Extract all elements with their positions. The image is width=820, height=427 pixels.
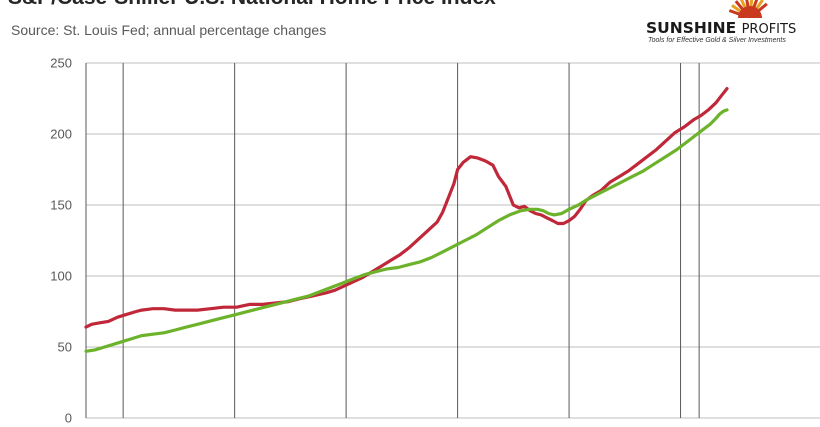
y-tick-label: 100 bbox=[50, 269, 72, 284]
series-line-1 bbox=[84, 87, 729, 329]
sun-disc bbox=[738, 6, 762, 18]
y-tick-label: 50 bbox=[58, 340, 72, 355]
sun-rays-icon bbox=[728, 0, 768, 18]
logo-name-bold: SUNSHINE bbox=[646, 19, 737, 37]
logo-wordmark: SUNSHINE PROFITS bbox=[646, 19, 796, 37]
axis-layer: 0 50 100 150 200 250 bbox=[50, 56, 87, 426]
y-tick-label: 200 bbox=[50, 127, 72, 142]
y-tick-label: 0 bbox=[65, 411, 72, 426]
series-line-2 bbox=[84, 108, 729, 353]
chart-title: S&P/Case-Shiller U.S. National Home Pric… bbox=[8, 0, 496, 10]
y-tick-label: 150 bbox=[50, 198, 72, 213]
logo-tagline: Tools for Effective Gold & Silver Invest… bbox=[648, 37, 786, 44]
grid-layer bbox=[85, 62, 820, 419]
series-layer bbox=[84, 87, 729, 353]
sunshine-profits-logo: SUNSHINE PROFITS Tools for Effective Gol… bbox=[600, 0, 815, 48]
logo-name-rest: PROFITS bbox=[741, 22, 797, 37]
y-tick-label: 250 bbox=[50, 56, 72, 71]
chart-subtitle: Source: St. Louis Fed; annual percentage… bbox=[11, 22, 327, 38]
